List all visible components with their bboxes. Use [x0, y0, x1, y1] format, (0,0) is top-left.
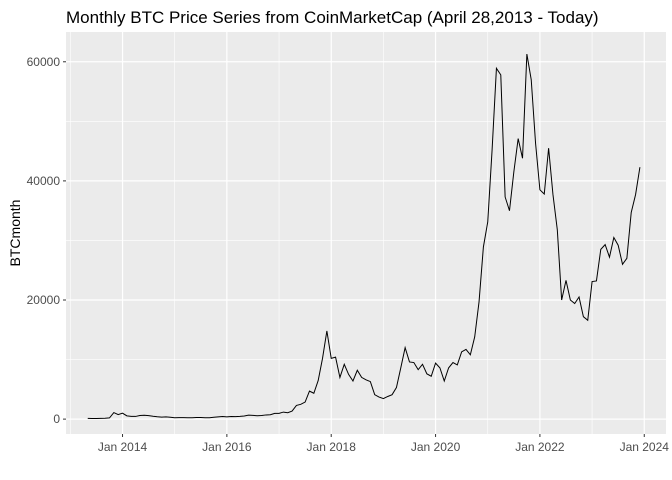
x-tick-label: Jan 2022 [515, 440, 565, 454]
x-tick-label: Jan 2018 [307, 440, 357, 454]
x-axis: Jan 2014 Jan 2016 Jan 2018 Jan 2020 Jan 2022… [98, 434, 669, 454]
y-axis: 0 20000 40000 60000 [27, 55, 66, 426]
x-tick-label: Jan 2024 [620, 440, 670, 454]
price-series-line [87, 53, 641, 420]
y-tick-label: 40000 [27, 174, 61, 188]
major-gridlines [66, 32, 666, 434]
y-tick-label: 20000 [27, 293, 61, 307]
chart-title: Monthly BTC Price Series from CoinMarket… [66, 8, 599, 27]
y-tick-label: 0 [53, 412, 60, 426]
y-tick-label: 60000 [27, 55, 61, 69]
x-tick-label: Jan 2016 [202, 440, 252, 454]
x-tick-label: Jan 2014 [98, 440, 148, 454]
y-axis-title: BTCmonth [7, 200, 23, 267]
plot-panel [66, 32, 666, 434]
x-tick-label: Jan 2020 [411, 440, 461, 454]
minor-gridlines [66, 32, 666, 434]
